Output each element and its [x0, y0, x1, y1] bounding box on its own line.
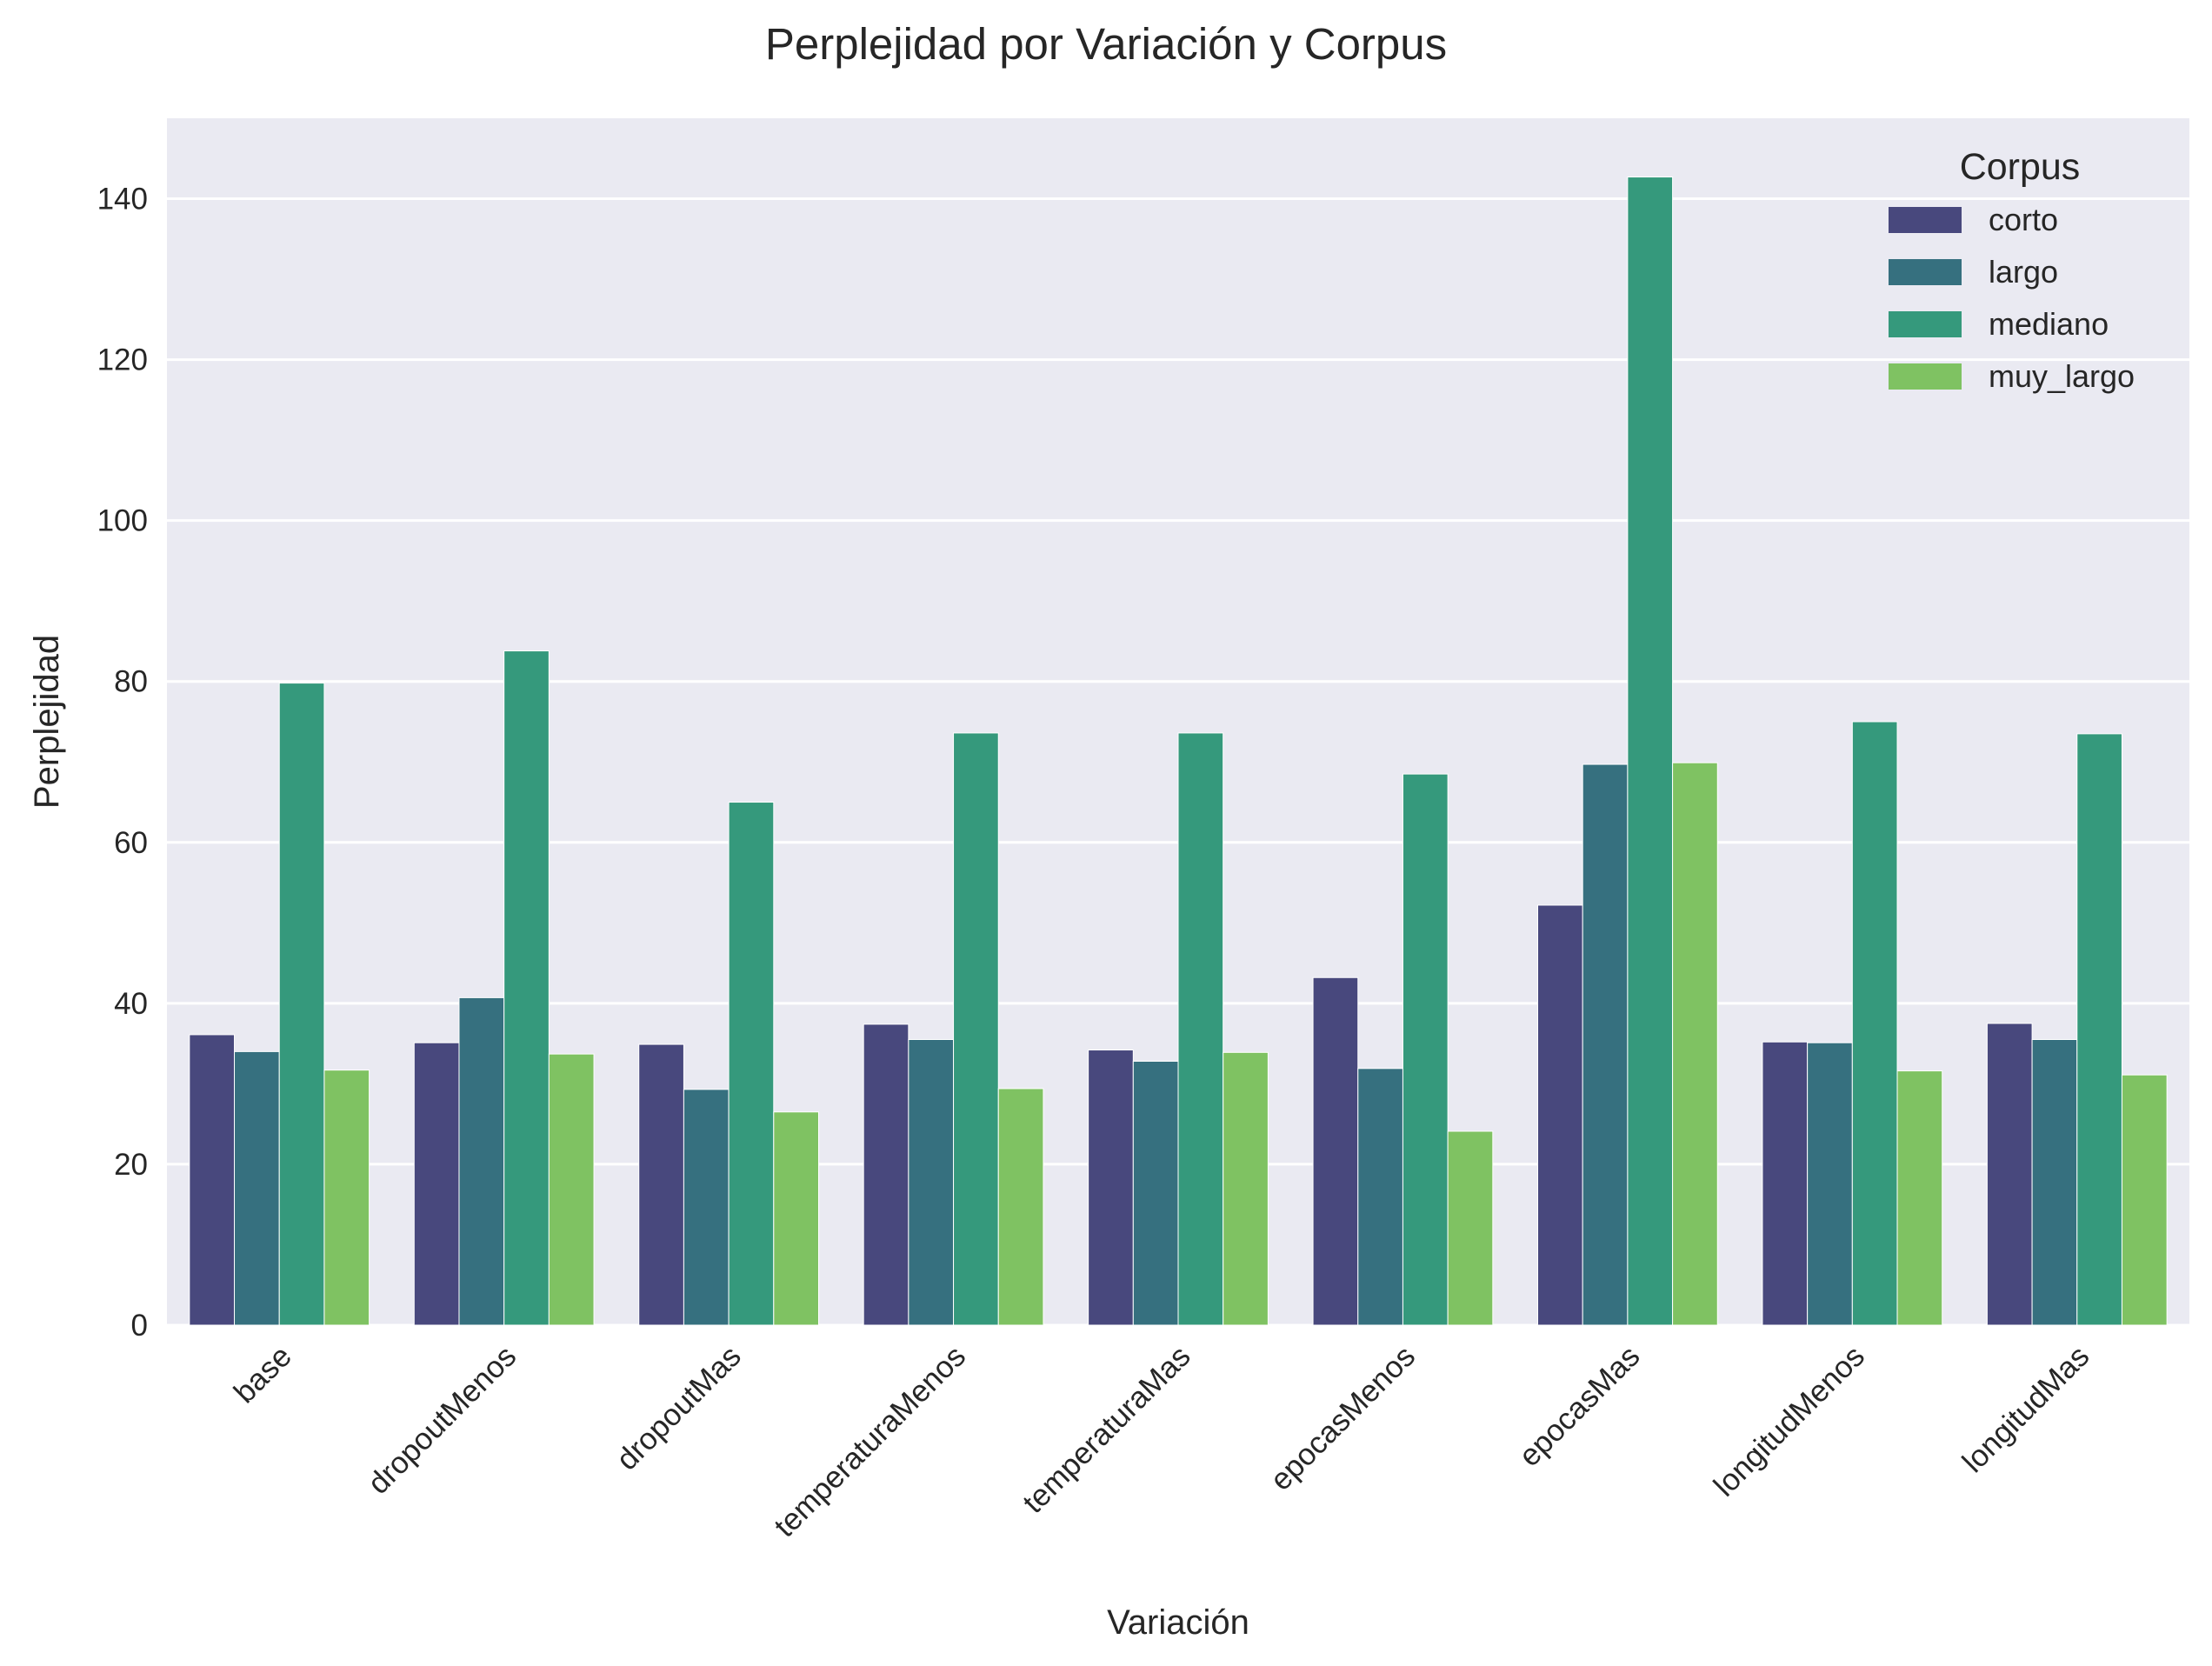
legend-swatch-mediano — [1889, 311, 1962, 337]
bar-corto-longitudMenos — [1762, 1041, 1809, 1326]
x-tick-label: base — [228, 1339, 298, 1409]
x-tick-label: epocasMenos — [1263, 1339, 1422, 1497]
bar-largo-epocasMenos — [1357, 1068, 1403, 1326]
legend-label: muy_largo — [1989, 358, 2135, 394]
bar-mediano-longitudMenos — [1851, 721, 1898, 1326]
bar-muy_largo-longitudMenos — [1896, 1070, 1943, 1326]
y-tick-label: 80 — [114, 665, 148, 699]
bar-mediano-temperaturaMenos — [953, 732, 999, 1326]
bar-corto-epocasMas — [1537, 904, 1583, 1326]
bar-muy_largo-base — [323, 1070, 370, 1326]
legend-swatch-largo — [1889, 259, 1962, 285]
bar-muy_largo-epocasMenos — [1447, 1130, 1494, 1326]
x-tick-label: epocasMas — [1512, 1339, 1646, 1473]
bar-corto-dropoutMenos — [413, 1042, 460, 1326]
bar-largo-temperaturaMenos — [908, 1039, 955, 1326]
bar-corto-temperaturaMenos — [863, 1023, 909, 1326]
legend-label: mediano — [1989, 306, 2109, 342]
bar-mediano-epocasMenos — [1402, 773, 1449, 1326]
bar-largo-longitudMas — [2031, 1039, 2078, 1326]
bar-muy_largo-longitudMas — [2121, 1074, 2168, 1326]
bar-corto-temperaturaMas — [1088, 1050, 1134, 1326]
bar-corto-longitudMas — [1986, 1023, 2033, 1326]
x-tick-label: dropoutMas — [610, 1339, 747, 1476]
bar-largo-dropoutMenos — [458, 996, 505, 1326]
bar-muy_largo-dropoutMenos — [548, 1053, 595, 1326]
y-tick-label: 120 — [97, 343, 148, 377]
bar-corto-epocasMenos — [1312, 976, 1359, 1326]
legend-title: Corpus — [1960, 146, 2081, 188]
bar-largo-epocasMas — [1582, 763, 1629, 1326]
bar-mediano-base — [278, 683, 325, 1326]
bar-mediano-dropoutMenos — [503, 650, 550, 1326]
chart-title: Perplejidad por Variación y Corpus — [765, 19, 1447, 69]
bars — [189, 177, 2168, 1326]
bar-muy_largo-epocasMas — [1672, 762, 1718, 1326]
y-tick-label: 0 — [131, 1309, 148, 1343]
y-tick-label: 100 — [97, 504, 148, 538]
legend-label: corto — [1989, 202, 2058, 237]
y-tick-label: 140 — [97, 183, 148, 217]
bar-mediano-dropoutMas — [728, 802, 775, 1326]
bar-mediano-epocasMas — [1627, 177, 1674, 1326]
bar-corto-base — [189, 1034, 236, 1326]
y-tick-labels: 0 20 40 60 80 100 120 140 — [97, 183, 148, 1343]
legend: Corpus corto largo mediano muy_largo — [1889, 146, 2135, 394]
bar-largo-base — [234, 1050, 280, 1326]
bar-muy_largo-dropoutMas — [773, 1111, 819, 1326]
x-tick-labels: base dropoutMenos dropoutMas temperaturaMen… — [228, 1339, 2096, 1543]
x-tick-label: temperaturaMenos — [768, 1339, 972, 1543]
x-axis-label: Variación — [1107, 1603, 1249, 1642]
y-tick-label: 60 — [114, 826, 148, 860]
bar-mediano-longitudMas — [2076, 733, 2122, 1326]
x-tick-label: longitudMas — [1955, 1339, 2095, 1479]
x-tick-label: temperaturaMas — [1016, 1339, 1197, 1520]
bar-mediano-temperaturaMas — [1177, 732, 1224, 1326]
bar-muy_largo-temperaturaMas — [1223, 1051, 1269, 1326]
bar-largo-longitudMenos — [1807, 1042, 1853, 1326]
x-tick-label: longitudMenos — [1707, 1339, 1871, 1503]
y-tick-label: 40 — [114, 987, 148, 1021]
bar-muy_largo-temperaturaMenos — [997, 1088, 1044, 1326]
bar-largo-dropoutMas — [683, 1089, 730, 1326]
bar-corto-dropoutMas — [638, 1043, 684, 1326]
legend-label: largo — [1989, 254, 2058, 290]
y-tick-label: 20 — [114, 1148, 148, 1182]
legend-swatch-corto — [1889, 207, 1962, 233]
y-axis-label: Perplejidad — [28, 635, 66, 809]
x-tick-label: dropoutMenos — [362, 1339, 523, 1501]
legend-swatch-muy_largo — [1889, 363, 1962, 390]
bar-largo-temperaturaMas — [1132, 1060, 1179, 1326]
